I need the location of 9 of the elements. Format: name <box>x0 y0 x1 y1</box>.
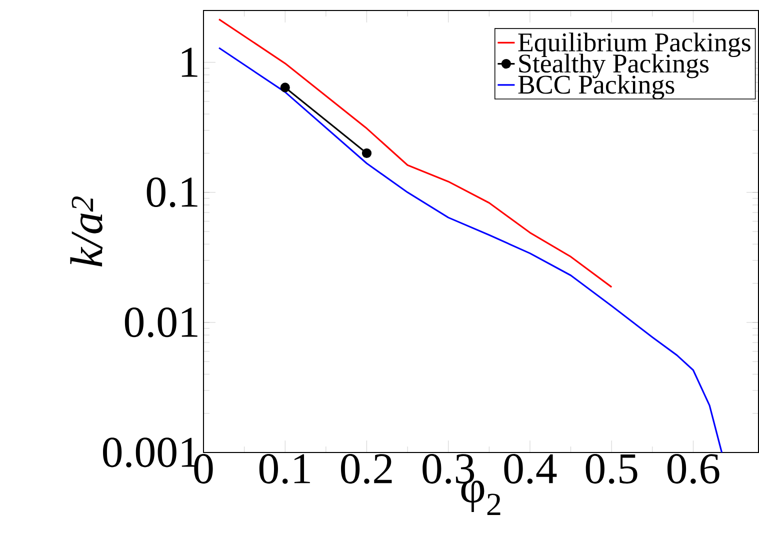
x-tick-label: 0.2 <box>341 454 392 484</box>
x-tick-label: 0.6 <box>667 454 720 484</box>
x-tick-label: 0.4 <box>504 454 557 484</box>
x-tick-label: 0.5 <box>586 454 638 484</box>
x-tick-label: 0.1 <box>259 454 310 484</box>
y-axis-title: k/a$^{2}$ <box>70 196 103 266</box>
y-tick-label: 1 <box>182 48 198 77</box>
y-tick-label: 0.01 <box>124 308 198 338</box>
y-tick-label: 0.1 <box>146 177 198 208</box>
